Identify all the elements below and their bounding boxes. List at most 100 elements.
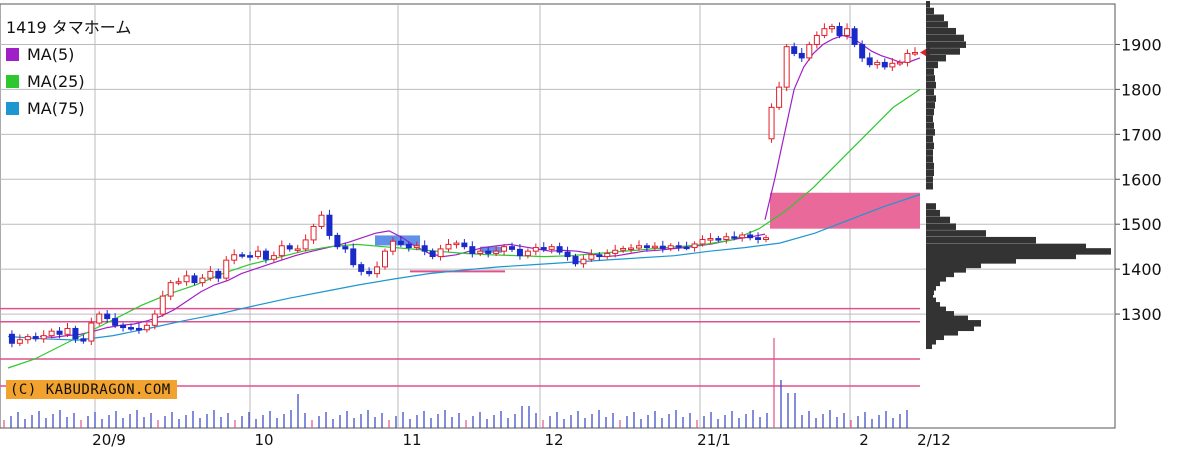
candle-body [828,25,835,30]
y-tick-label: 1800 [1121,80,1162,99]
candle-body [24,336,31,341]
candle-body [851,28,858,45]
profile-bar [926,95,936,102]
candle-body [239,254,246,257]
candle-body [56,330,63,335]
profile-bar [926,315,968,323]
candle-body [707,238,714,241]
candle-body [72,327,79,340]
candle-body [366,270,373,275]
candle-body [104,313,111,320]
candle-body [358,264,365,272]
profile-bar [926,1,930,8]
profile-bar [926,252,1076,260]
candle-body [350,248,357,266]
profile-bar [926,156,933,163]
candle-body [763,237,769,240]
highlight-zone [770,192,920,229]
candle-body [421,245,428,252]
candle-body [445,243,452,250]
candle-body [798,52,805,59]
x-tick-label: 21/1 [697,431,731,449]
candle-body [342,246,349,250]
candle-body [326,214,333,236]
profile-bar [926,21,948,28]
candle-body [453,242,460,246]
candle-body [881,61,888,68]
y-tick-label: 1500 [1121,215,1162,234]
legend-swatch-ma25 [6,75,19,88]
profile-bar [926,169,934,177]
candle-body [572,256,579,265]
profile-bar [926,162,934,170]
candle-body [159,295,166,315]
ma5-line [39,230,766,339]
profile-bar [926,102,935,109]
candle-body [310,225,317,241]
profile-bar [926,122,934,129]
profile-bar [926,293,933,300]
candle-body [183,275,190,283]
candle-body [167,282,174,297]
candle-body [731,236,738,239]
profile-bar [926,115,933,123]
candle-body [334,234,341,248]
profile-bar [926,81,936,89]
profile-bar [926,223,956,230]
candle-body [620,247,627,251]
candle-body [768,106,775,140]
candle-body [509,246,515,250]
x-tick-label: 11 [402,431,421,449]
profile-bar [926,248,1111,255]
candle-body [112,318,119,326]
candle-body [255,250,261,258]
volume-profile [926,1,1111,350]
profile-bar [926,270,954,278]
candle-body [493,250,500,254]
candle-body [16,339,23,344]
candle-body [540,247,547,250]
profile-bar [926,88,934,96]
profile-bar [926,54,946,62]
candle-body [675,245,682,248]
candle-body [564,251,571,258]
candle-body [223,259,230,279]
candle-body [516,248,523,257]
candle-body [806,43,813,59]
legend-label-ma75: MA(75) [27,99,85,118]
profile-bar [926,149,933,156]
legend-item-ma5: MA(5) [6,46,74,64]
candle-body [628,247,635,251]
candle-body [896,61,903,65]
candle-body [413,245,420,249]
profile-bar [926,41,966,48]
candle-body [659,245,666,249]
candle-body [596,254,603,258]
candle-body [32,336,39,340]
legend-swatch-ma75 [6,102,19,115]
candle-body [683,246,690,250]
legend-swatch-ma5 [6,48,19,61]
profile-bar [926,266,966,273]
candle-body [636,245,642,249]
candle-body [262,250,269,260]
x-tick-label: 2 [859,431,869,449]
x-tick-label: 20/9 [92,431,126,449]
candle-body [80,338,87,342]
profile-bar [926,311,954,318]
y-tick-label: 1900 [1121,35,1162,54]
y-tick-label: 1400 [1121,260,1162,279]
grid [0,3,1116,429]
candle-body [588,254,595,260]
candle-body [866,57,873,66]
candle-body [477,250,484,254]
candle-body [836,25,843,36]
profile-bar [926,288,934,296]
profile-bar [926,284,936,291]
candle-body [405,243,412,249]
candle-body [286,245,293,250]
profile-bar [926,257,1016,264]
profile-bar [926,108,934,116]
profile-bar [926,243,1086,251]
y-tick-label: 1300 [1121,305,1162,324]
